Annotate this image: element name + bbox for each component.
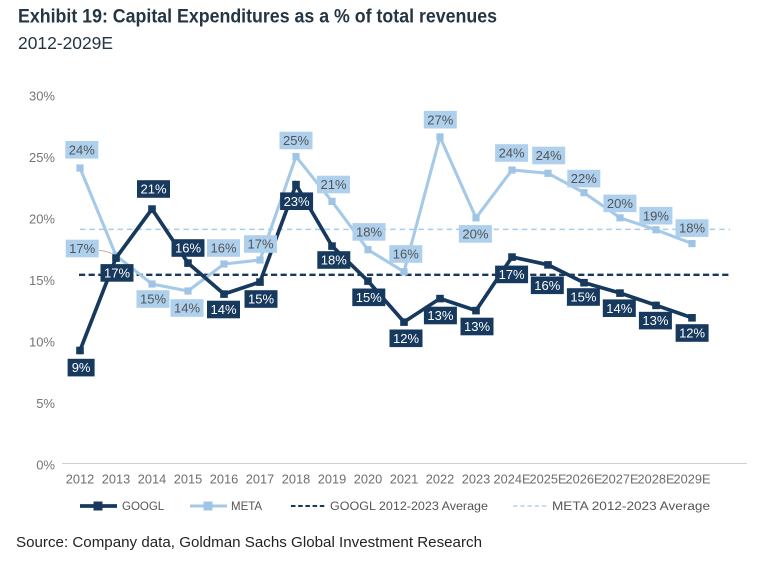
svg-text:30%: 30% bbox=[29, 88, 55, 103]
svg-text:2012-2029E: 2012-2029E bbox=[18, 33, 113, 53]
svg-text:2029E: 2029E bbox=[673, 472, 710, 487]
svg-text:2014: 2014 bbox=[138, 472, 166, 487]
svg-text:15%: 15% bbox=[570, 290, 596, 305]
svg-text:18%: 18% bbox=[321, 253, 347, 268]
svg-text:14%: 14% bbox=[606, 301, 632, 316]
svg-text:5%: 5% bbox=[36, 396, 55, 411]
svg-text:18%: 18% bbox=[679, 221, 705, 236]
svg-text:GOOGL 2012-2023 Average: GOOGL 2012-2023 Average bbox=[330, 501, 488, 513]
svg-text:21%: 21% bbox=[320, 177, 346, 192]
svg-text:Source: Company data, Goldman: Source: Company data, Goldman Sachs Glob… bbox=[16, 534, 482, 551]
svg-text:2023: 2023 bbox=[462, 472, 490, 487]
svg-text:2026E: 2026E bbox=[565, 472, 602, 487]
svg-text:9%: 9% bbox=[72, 360, 91, 375]
svg-text:16%: 16% bbox=[175, 241, 201, 256]
svg-text:18%: 18% bbox=[356, 225, 382, 240]
svg-text:10%: 10% bbox=[29, 334, 55, 349]
svg-text:15%: 15% bbox=[248, 292, 274, 307]
svg-text:25%: 25% bbox=[29, 150, 55, 165]
svg-text:2021: 2021 bbox=[390, 472, 418, 487]
svg-text:META: META bbox=[231, 501, 262, 513]
svg-text:15%: 15% bbox=[356, 290, 382, 305]
svg-text:2024E: 2024E bbox=[493, 472, 530, 487]
svg-text:2019: 2019 bbox=[318, 472, 346, 487]
svg-text:27%: 27% bbox=[427, 112, 453, 127]
svg-text:META 2012-2023 Average: META 2012-2023 Average bbox=[552, 501, 710, 513]
svg-text:12%: 12% bbox=[679, 326, 705, 341]
svg-text:20%: 20% bbox=[607, 196, 633, 211]
svg-text:2013: 2013 bbox=[102, 472, 130, 487]
svg-text:24%: 24% bbox=[69, 142, 95, 157]
svg-text:2025E: 2025E bbox=[529, 472, 566, 487]
svg-text:2027E: 2027E bbox=[601, 472, 638, 487]
svg-text:2015: 2015 bbox=[174, 472, 202, 487]
svg-text:2012: 2012 bbox=[66, 472, 94, 487]
svg-text:16%: 16% bbox=[210, 241, 236, 256]
svg-text:Exhibit 19: Capital Expenditur: Exhibit 19: Capital Expenditures as a % … bbox=[18, 7, 497, 28]
svg-text:14%: 14% bbox=[210, 302, 236, 317]
svg-text:17%: 17% bbox=[247, 237, 273, 252]
svg-text:19%: 19% bbox=[643, 208, 669, 223]
svg-text:0%: 0% bbox=[36, 457, 55, 472]
svg-text:13%: 13% bbox=[427, 308, 453, 323]
svg-text:16%: 16% bbox=[534, 278, 560, 293]
svg-text:13%: 13% bbox=[464, 319, 490, 334]
svg-text:2018: 2018 bbox=[282, 472, 310, 487]
svg-text:2020: 2020 bbox=[354, 472, 382, 487]
svg-text:2017: 2017 bbox=[246, 472, 274, 487]
svg-text:20%: 20% bbox=[29, 211, 55, 226]
svg-text:20%: 20% bbox=[462, 227, 488, 242]
svg-text:21%: 21% bbox=[140, 182, 166, 197]
svg-text:GOOGL: GOOGL bbox=[122, 501, 165, 513]
svg-text:2016: 2016 bbox=[210, 472, 238, 487]
svg-text:15%: 15% bbox=[29, 273, 55, 288]
svg-text:17%: 17% bbox=[69, 241, 95, 256]
svg-text:2022: 2022 bbox=[426, 472, 454, 487]
svg-text:16%: 16% bbox=[393, 247, 419, 262]
svg-text:15%: 15% bbox=[140, 292, 166, 307]
svg-text:17%: 17% bbox=[499, 267, 525, 282]
svg-text:17%: 17% bbox=[104, 266, 130, 281]
svg-text:22%: 22% bbox=[571, 171, 597, 186]
svg-text:13%: 13% bbox=[642, 313, 668, 328]
svg-text:24%: 24% bbox=[499, 146, 525, 161]
svg-text:2028E: 2028E bbox=[637, 472, 674, 487]
svg-text:24%: 24% bbox=[536, 148, 562, 163]
svg-text:12%: 12% bbox=[393, 331, 419, 346]
svg-text:23%: 23% bbox=[284, 194, 310, 209]
svg-text:14%: 14% bbox=[174, 301, 200, 316]
svg-text:25%: 25% bbox=[283, 133, 309, 148]
